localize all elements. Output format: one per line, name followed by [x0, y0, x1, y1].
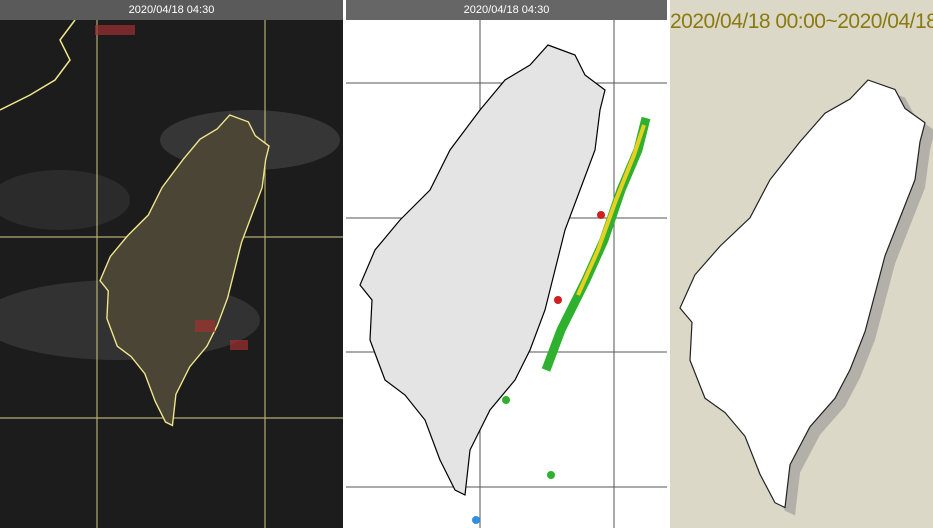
satellite-panel: 2020/04/18 04:30 [0, 0, 343, 528]
satellite-map [0, 19, 343, 528]
radar-panel: 2020/04/18 04:30 [346, 0, 667, 528]
timestamp: 2020/04/18 04:30 [0, 0, 343, 20]
timestamp: 2020/04/18 04:30 [346, 0, 667, 20]
radar-echo [472, 116, 651, 524]
rainfall-panel: 2020/04/18 00:00~2020/04/18 04:30 [670, 0, 933, 528]
rainfall-map [679, 79, 933, 516]
timestamp: 2020/04/18 00:00~2020/04/18 04:30 [670, 10, 933, 33]
radar-map [346, 20, 667, 528]
